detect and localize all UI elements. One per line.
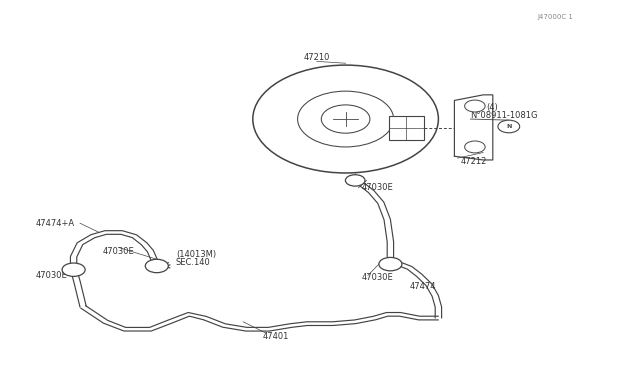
Text: 47474: 47474 xyxy=(410,282,436,291)
Text: J47000C 1: J47000C 1 xyxy=(538,14,573,20)
Text: 47030E: 47030E xyxy=(362,183,394,192)
Circle shape xyxy=(465,141,485,153)
Text: 47212: 47212 xyxy=(461,157,487,166)
Circle shape xyxy=(498,120,520,133)
Text: N°08911-1081G: N°08911-1081G xyxy=(470,111,538,120)
Text: 47474+A: 47474+A xyxy=(35,219,74,228)
Text: SEC.140: SEC.140 xyxy=(176,258,211,267)
Text: 47030E: 47030E xyxy=(102,247,134,256)
Text: 47030E: 47030E xyxy=(362,273,394,282)
Bar xyxy=(389,116,424,140)
Circle shape xyxy=(465,100,485,112)
Text: (4): (4) xyxy=(486,103,498,112)
Circle shape xyxy=(379,257,402,271)
Circle shape xyxy=(145,259,168,273)
Text: 47401: 47401 xyxy=(262,332,289,341)
Text: N: N xyxy=(506,124,511,129)
Circle shape xyxy=(346,175,365,186)
Text: (14013M): (14013M) xyxy=(176,250,216,259)
Text: 47030E: 47030E xyxy=(35,271,67,280)
Circle shape xyxy=(62,263,85,276)
Text: 47210: 47210 xyxy=(303,53,330,62)
